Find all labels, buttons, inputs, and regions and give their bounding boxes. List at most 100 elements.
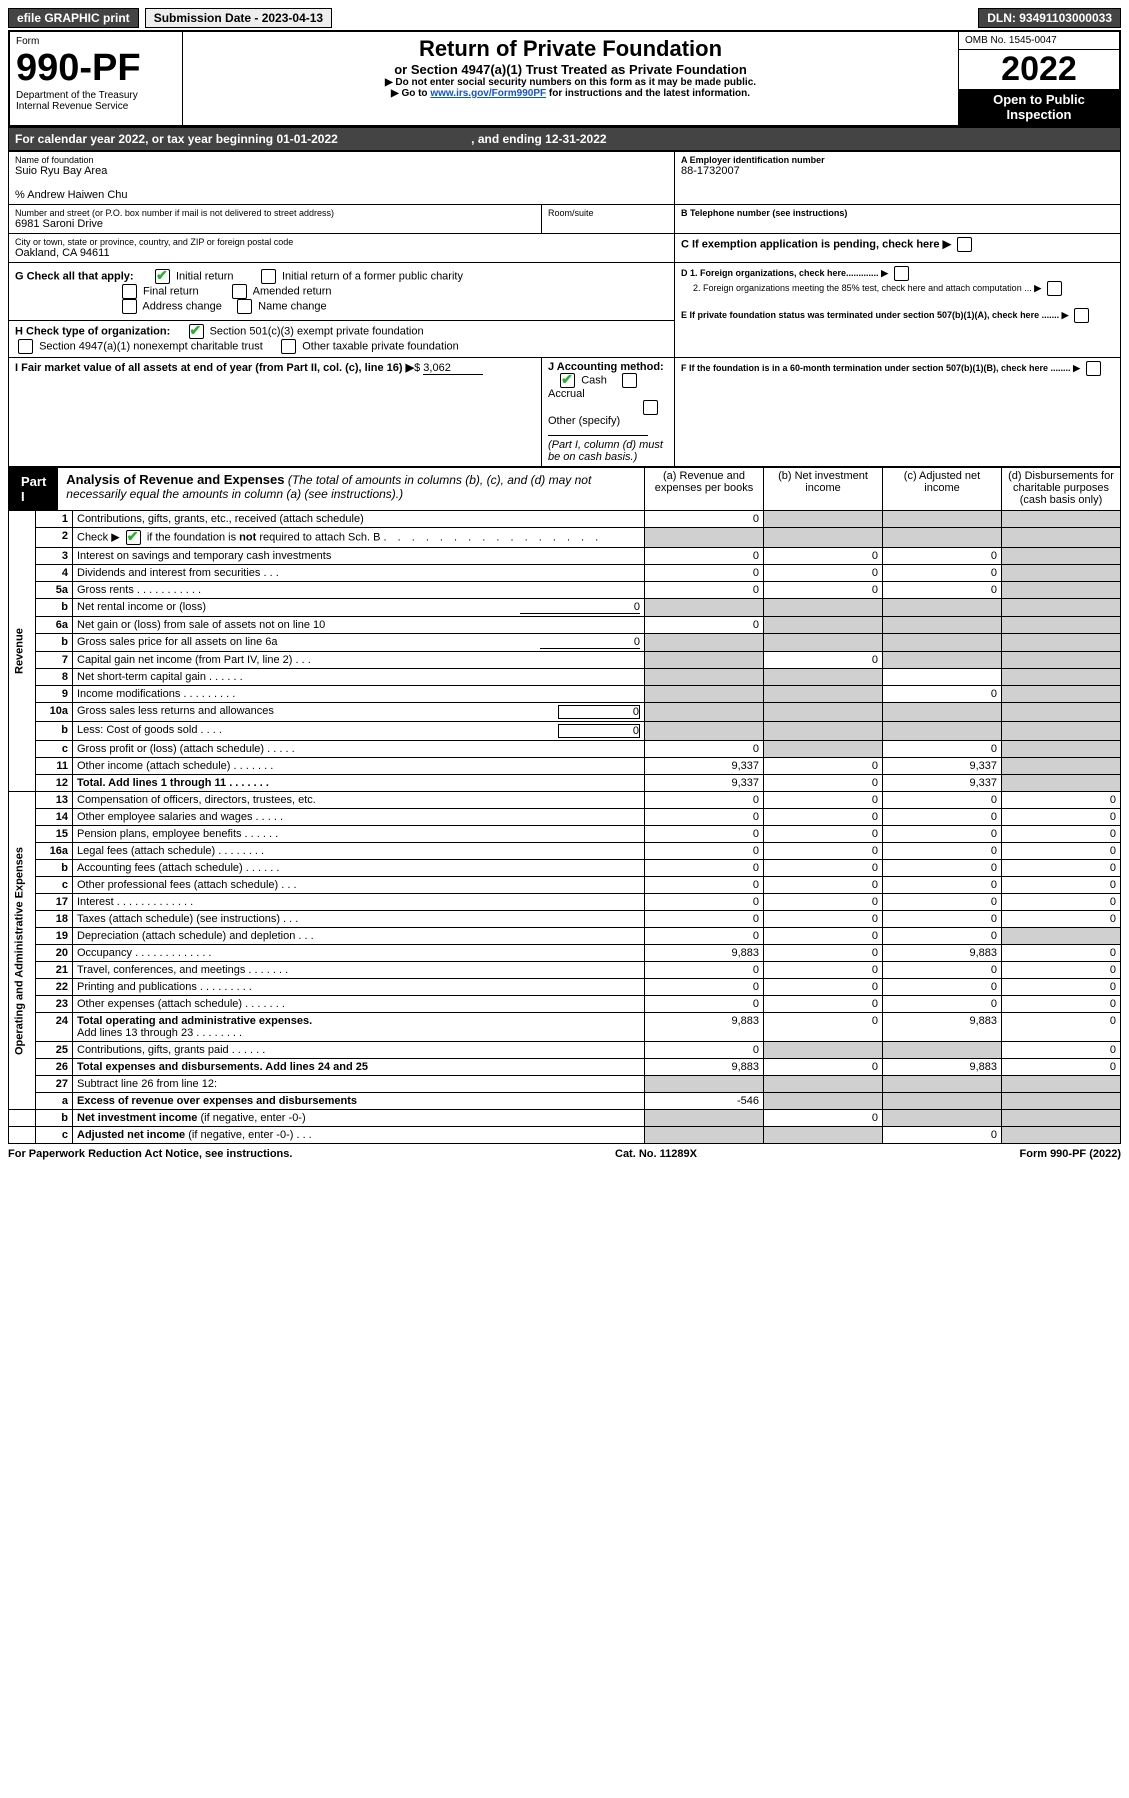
f-checkbox[interactable] xyxy=(1086,361,1101,376)
arrow-icon: ▶ xyxy=(406,362,414,374)
j-other-label: Other (specify) xyxy=(548,415,620,427)
table-row: 23Other expenses (attach schedule) . . .… xyxy=(9,996,1121,1013)
table-row: 8Net short-term capital gain . . . . . . xyxy=(9,669,1121,686)
g-initial-label: Initial return xyxy=(176,270,233,282)
cal-begin: For calendar year 2022, or tax year begi… xyxy=(15,132,338,146)
city-label: City or town, state or province, country… xyxy=(15,237,668,247)
ein-value: 88-1732007 xyxy=(681,165,1114,177)
table-row: 5aGross rents . . . . . . . . . . .000 xyxy=(9,582,1121,599)
col-a-header: (a) Revenue and expenses per books xyxy=(645,468,764,511)
footer-mid: Cat. No. 11289X xyxy=(615,1148,697,1160)
form-header: Form 990-PF Department of the Treasury I… xyxy=(8,30,1121,127)
j-cash-label: Cash xyxy=(581,374,607,386)
table-row: 12Total. Add lines 1 through 11 . . . . … xyxy=(9,775,1121,792)
table-row: 18Taxes (attach schedule) (see instructi… xyxy=(9,911,1121,928)
table-row: 6aNet gain or (loss) from sale of assets… xyxy=(9,617,1121,634)
part1-table: Part I Analysis of Revenue and Expenses … xyxy=(8,467,1121,1144)
table-row: 2 Check ▶ if the foundation is not requi… xyxy=(9,528,1121,548)
g-initial-checkbox[interactable] xyxy=(155,269,170,284)
form-subtitle: or Section 4947(a)(1) Trust Treated as P… xyxy=(189,62,952,77)
table-row: 4Dividends and interest from securities … xyxy=(9,565,1121,582)
h-4947-checkbox[interactable] xyxy=(18,339,33,354)
schb-checkbox[interactable] xyxy=(126,530,141,545)
table-row: 26Total expenses and disbursements. Add … xyxy=(9,1059,1121,1076)
h-other-checkbox[interactable] xyxy=(281,339,296,354)
omb-label: OMB No. 1545-0047 xyxy=(959,32,1119,50)
table-row: Operating and Administrative Expenses 13… xyxy=(9,792,1121,809)
arrow-icon: ▶ xyxy=(943,238,951,250)
identification-table: Name of foundation Suio Ryu Bay Area % A… xyxy=(8,151,1121,467)
table-row: cOther professional fees (attach schedul… xyxy=(9,877,1121,894)
table-row: bGross sales price for all assets on lin… xyxy=(9,634,1121,652)
arrow-icon: ▶ xyxy=(1073,363,1080,373)
arrow-icon: ▶ xyxy=(881,268,888,278)
table-row: bLess: Cost of goods sold . . . . 0 xyxy=(9,722,1121,741)
table-row: Revenue 1 Contributions, gifts, grants, … xyxy=(9,511,1121,528)
footer-left: For Paperwork Reduction Act Notice, see … xyxy=(8,1148,292,1160)
j-accrual-checkbox[interactable] xyxy=(622,373,637,388)
f-label: F If the foundation is in a 60-month ter… xyxy=(681,361,1114,376)
h-501c3-label: Section 501(c)(3) exempt private foundat… xyxy=(210,325,424,337)
g-name-change-checkbox[interactable] xyxy=(237,299,252,314)
e-label: E If private foundation status was termi… xyxy=(681,308,1114,323)
j-accrual-label: Accrual xyxy=(548,388,585,400)
calendar-year-row: For calendar year 2022, or tax year begi… xyxy=(8,127,1121,151)
foundation-name: Suio Ryu Bay Area xyxy=(15,165,668,177)
top-bar: efile GRAPHIC print Submission Date - 20… xyxy=(8,8,1121,28)
open-public-badge: Open to Public Inspection xyxy=(959,89,1119,125)
g-name-change-label: Name change xyxy=(258,300,327,312)
form-number: 990-PF xyxy=(16,47,176,90)
ein-label: A Employer identification number xyxy=(681,155,1114,165)
table-row: bNet rental income or (loss) 0 xyxy=(9,599,1121,617)
note-goto-post: for instructions and the latest informat… xyxy=(546,88,750,99)
addr-label: Number and street (or P.O. box number if… xyxy=(15,208,535,218)
note-goto: ▶ Go to www.irs.gov/Form990PF for instru… xyxy=(189,88,952,99)
arrow-icon: ▶ xyxy=(1062,310,1069,320)
city-state-zip: Oakland, CA 94611 xyxy=(15,247,668,259)
irs-label: Internal Revenue Service xyxy=(16,101,176,112)
g-amended-checkbox[interactable] xyxy=(232,284,247,299)
d2-label: 2. Foreign organizations meeting the 85%… xyxy=(681,281,1114,296)
room-label: Room/suite xyxy=(548,208,668,218)
table-row: 27Subtract line 26 from line 12: xyxy=(9,1076,1121,1093)
d2-checkbox[interactable] xyxy=(1047,281,1062,296)
g-final-label: Final return xyxy=(143,285,199,297)
table-row: 11Other income (attach schedule) . . . .… xyxy=(9,758,1121,775)
g-addr-change-checkbox[interactable] xyxy=(122,299,137,314)
note-goto-pre: ▶ Go to xyxy=(391,88,430,99)
h-other-label: Other taxable private foundation xyxy=(302,340,459,352)
expenses-section-label: Operating and Administrative Expenses xyxy=(9,792,36,1110)
table-row: 7Capital gain net income (from Part IV, … xyxy=(9,652,1121,669)
dept-label: Department of the Treasury xyxy=(16,90,176,101)
e-checkbox[interactable] xyxy=(1074,308,1089,323)
col-c-header: (c) Adjusted net income xyxy=(883,468,1002,511)
table-row: 3Interest on savings and temporary cash … xyxy=(9,548,1121,565)
part1-tag: Part I xyxy=(9,468,58,510)
footer-right: Form 990-PF (2022) xyxy=(1020,1148,1122,1160)
i-value: 3,062 xyxy=(423,362,483,375)
table-row: aExcess of revenue over expenses and dis… xyxy=(9,1093,1121,1110)
table-row: 21Travel, conferences, and meetings . . … xyxy=(9,962,1121,979)
h-501c3-checkbox[interactable] xyxy=(189,324,204,339)
j-cash-checkbox[interactable] xyxy=(560,373,575,388)
g-label: G Check all that apply: xyxy=(15,270,134,282)
g-amended-label: Amended return xyxy=(253,285,332,297)
part1-title: Analysis of Revenue and Expenses (The to… xyxy=(58,468,644,505)
table-row: 20Occupancy . . . . . . . . . . . . .9,8… xyxy=(9,945,1121,962)
g-final-checkbox[interactable] xyxy=(122,284,137,299)
g-initial-former-checkbox[interactable] xyxy=(261,269,276,284)
dln-badge: DLN: 93491103000033 xyxy=(978,8,1121,28)
table-row: bNet investment income (if negative, ent… xyxy=(9,1110,1121,1127)
table-row: 24Total operating and administrative exp… xyxy=(9,1013,1121,1042)
efile-print-button[interactable]: efile GRAPHIC print xyxy=(8,8,139,28)
instructions-link[interactable]: www.irs.gov/Form990PF xyxy=(430,88,546,99)
arrow-icon: ▶ xyxy=(1034,283,1041,293)
j-other-field[interactable] xyxy=(548,435,648,436)
submission-date-badge: Submission Date - 2023-04-13 xyxy=(145,8,332,28)
j-other-checkbox[interactable] xyxy=(643,400,658,415)
c-checkbox[interactable] xyxy=(957,237,972,252)
d1-checkbox[interactable] xyxy=(894,266,909,281)
table-row: 10aGross sales less returns and allowanc… xyxy=(9,703,1121,722)
form-title: Return of Private Foundation xyxy=(189,36,952,62)
cal-end: , and ending 12-31-2022 xyxy=(471,132,606,146)
